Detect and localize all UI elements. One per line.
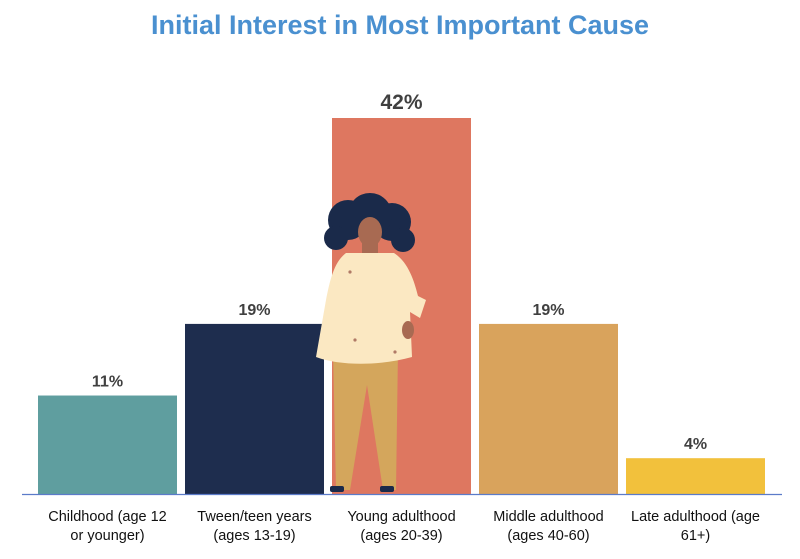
category-label-4-line-1: Middle adulthood <box>493 509 603 525</box>
category-label-3-line-2: (ages 20-39) <box>360 528 442 544</box>
value-label-3: 42% <box>380 91 422 114</box>
bar-1 <box>38 395 177 494</box>
category-label-5-line-2: 61+) <box>681 528 710 544</box>
category-label-4-line-2: (ages 40-60) <box>507 528 589 544</box>
category-label-2-line-1: Tween/teen years <box>197 509 311 525</box>
category-label-1-line-2: or younger) <box>70 528 144 544</box>
woman-illustration <box>316 193 426 492</box>
value-label-1: 11% <box>92 374 123 391</box>
category-label-3-line-1: Young adulthood <box>347 509 455 525</box>
bar-2 <box>185 323 324 494</box>
bar-5 <box>626 458 765 494</box>
chart-title: Initial Interest in Most Important Cause <box>150 10 650 40</box>
value-label-5: 4% <box>684 436 707 453</box>
value-label-2: 19% <box>238 302 270 319</box>
category-label-1-line-1: Childhood (age 12 <box>48 509 167 525</box>
bar-4 <box>479 323 618 494</box>
category-label-5-line-1: Late adulthood (age <box>631 509 760 525</box>
category-label-2-line-2: (ages 13-19) <box>213 528 295 544</box>
value-label-4: 19% <box>532 302 564 319</box>
